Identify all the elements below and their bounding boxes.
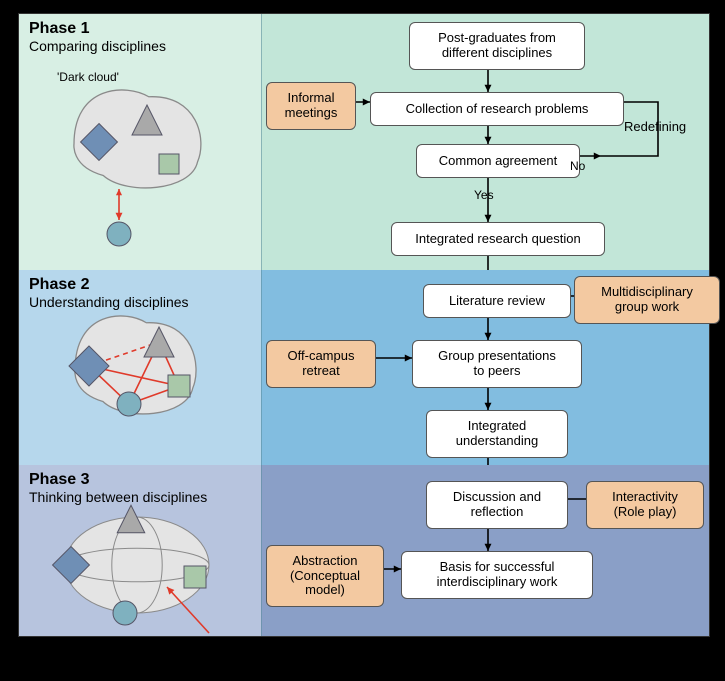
dark-cloud-label: 'Dark cloud' xyxy=(57,70,119,84)
node-n12: Interactivity(Role play) xyxy=(586,481,704,529)
phase-2-subtitle: Understanding disciplines xyxy=(29,294,189,310)
node-n10: Integratedunderstanding xyxy=(426,410,568,458)
node-n3: Informalmeetings xyxy=(266,82,356,130)
phase-3-subtitle: Thinking between disciplines xyxy=(29,489,207,505)
phase-1-right: Post-graduates fromdifferent disciplines… xyxy=(261,14,709,270)
node-n6: Literature review xyxy=(423,284,571,318)
node-n2: Collection of research problems xyxy=(370,92,624,126)
phase-2-title: Phase 2 xyxy=(29,276,89,294)
phase-1-subtitle: Comparing disciplines xyxy=(29,38,166,54)
phase-2: Phase 2Understanding disciplinesLiteratu… xyxy=(19,270,709,465)
node-n1: Post-graduates fromdifferent disciplines xyxy=(409,22,585,70)
edge-label-e4: No xyxy=(570,159,585,173)
phase-2-right: Literature reviewMultidisciplinarygroup … xyxy=(261,270,709,465)
node-n7: Multidisciplinarygroup work xyxy=(574,276,720,324)
diagram-frame: Phase 1Comparing disciplines 'Dark cloud'… xyxy=(18,13,710,637)
node-n11: Discussion andreflection xyxy=(426,481,568,529)
node-n14: Basis for successfulinterdisciplinary wo… xyxy=(401,551,593,599)
phase-1: Phase 1Comparing disciplines 'Dark cloud'… xyxy=(19,14,709,270)
canvas: Phase 1Comparing disciplines 'Dark cloud'… xyxy=(0,0,725,681)
node-n9: Group presentationsto peers xyxy=(412,340,582,388)
node-n8: Off-campusretreat xyxy=(266,340,376,388)
node-n13: Abstraction(Conceptualmodel) xyxy=(266,545,384,607)
node-n5: Integrated research question xyxy=(391,222,605,256)
phase-2-left: Phase 2Understanding disciplines xyxy=(19,270,261,465)
node-n4: Common agreement xyxy=(416,144,580,178)
phase-1-left: Phase 1Comparing disciplines 'Dark cloud' xyxy=(19,14,261,270)
phase-3-left: Phase 3Thinking between disciplines xyxy=(19,465,261,636)
phase-3-right: Discussion andreflection Interactivity(Ro… xyxy=(261,465,709,636)
edge-label-e5: Yes xyxy=(474,188,494,202)
phase-3-title: Phase 3 xyxy=(29,471,89,489)
edge-label-e6: Redefining xyxy=(624,119,686,134)
phase-3: Phase 3Thinking between disciplinesDiscu… xyxy=(19,465,709,636)
phase-1-title: Phase 1 xyxy=(29,20,89,38)
